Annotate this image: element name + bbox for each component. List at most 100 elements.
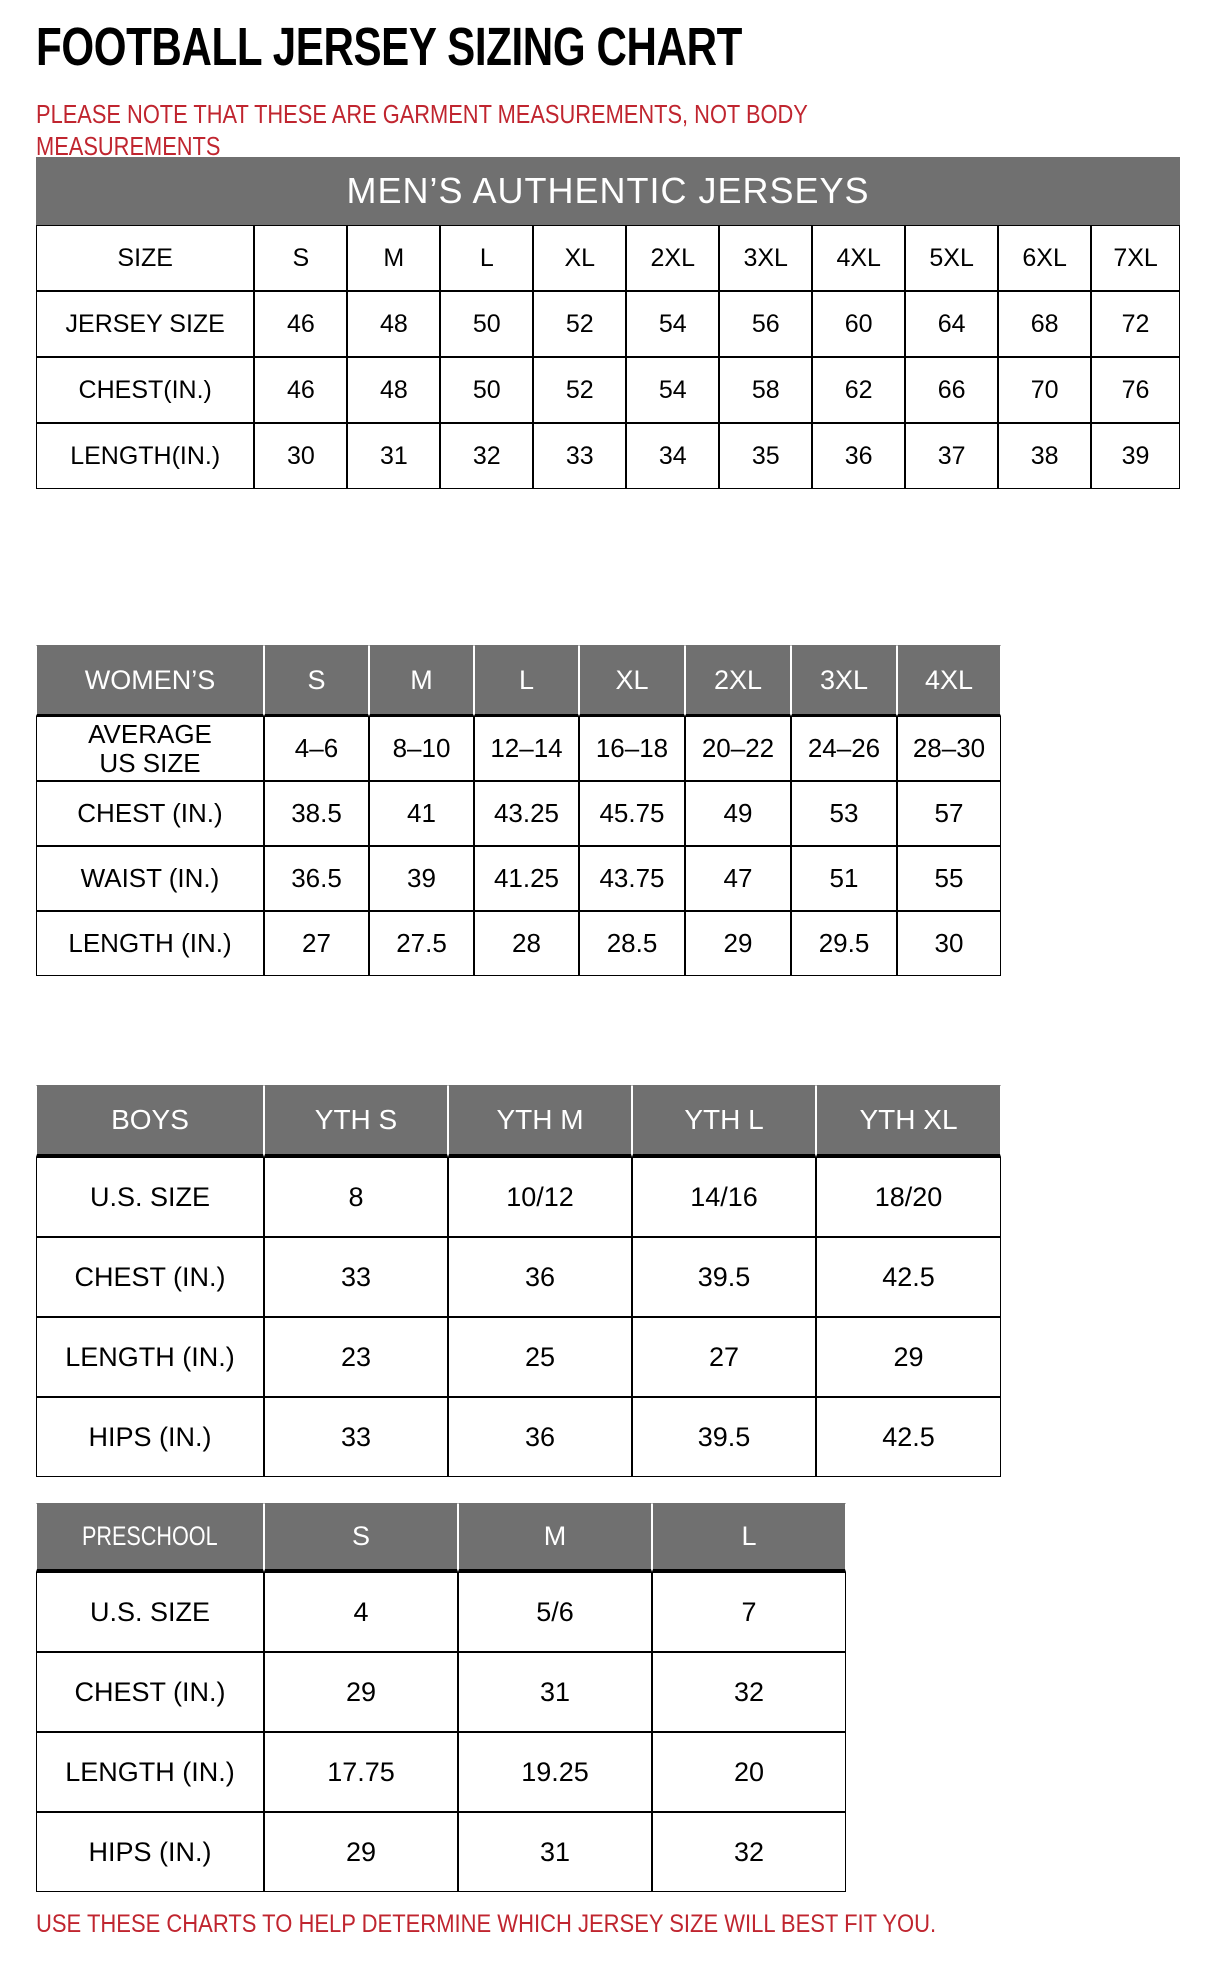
- table-row: CHEST (IN.) 38.5 41 43.25 45.75 49 53 57: [36, 781, 1001, 846]
- table-cell: 43.75: [579, 846, 685, 911]
- mens-col-s: S: [254, 225, 348, 291]
- table-cell: 49: [685, 781, 791, 846]
- table-row: LENGTH (IN.) 17.75 19.25 20: [36, 1732, 846, 1812]
- table-cell: 32: [652, 1652, 846, 1732]
- table-cell: 43.25: [474, 781, 579, 846]
- mens-row-label-jersey-size: JERSEY SIZE: [36, 291, 255, 357]
- table-row: CHEST(IN.) 46 48 50 52 54 58 62 66 70 76: [36, 357, 1180, 423]
- table-row: LENGTH (IN.) 27 27.5 28 28.5 29 29.5 30: [36, 911, 1001, 976]
- table-cell: 46: [254, 357, 348, 423]
- table-cell: 33: [264, 1237, 448, 1317]
- table-cell: 66: [905, 357, 999, 423]
- mens-banner-title: MEN’S AUTHENTIC JERSEYS: [36, 157, 1180, 225]
- table-cell: 35: [719, 423, 813, 489]
- table-cell: 10/12: [448, 1157, 632, 1237]
- table-cell: 29: [264, 1652, 458, 1732]
- mens-col-5xl: 5XL: [905, 225, 999, 291]
- boys-col-yth-l: YTH L: [632, 1085, 816, 1157]
- table-row: U.S. SIZE 8 10/12 14/16 18/20: [36, 1157, 1001, 1237]
- table-cell: 30: [254, 423, 348, 489]
- table-cell: 31: [458, 1652, 652, 1732]
- boys-col-yth-m: YTH M: [448, 1085, 632, 1157]
- table-cell: 38.5: [264, 781, 369, 846]
- table-cell: 41.25: [474, 846, 579, 911]
- table-cell: 30: [897, 911, 1001, 976]
- womens-col-2xl: 2XL: [685, 645, 791, 716]
- table-cell: 32: [440, 423, 534, 489]
- preschool-row-label-length: LENGTH (IN.): [36, 1732, 264, 1812]
- table-cell: 32: [652, 1812, 846, 1892]
- table-cell: 39: [1091, 423, 1180, 489]
- table-cell: 29: [816, 1317, 1001, 1397]
- table-cell: 57: [897, 781, 1001, 846]
- womens-col-xl: XL: [579, 645, 685, 716]
- mens-banner-row: MEN’S AUTHENTIC JERSEYS: [36, 157, 1180, 225]
- table-cell: 36: [812, 423, 906, 489]
- table-cell: 50: [440, 291, 534, 357]
- table-cell: 4–6: [264, 716, 369, 781]
- table-cell: 46: [254, 291, 348, 357]
- table-row: U.S. SIZE 4 5/6 7: [36, 1572, 846, 1652]
- boys-sizing-table: BOYS YTH S YTH M YTH L YTH XL U.S. SIZE …: [36, 1085, 1001, 1477]
- table-cell: 24–26: [791, 716, 897, 781]
- table-cell: 39.5: [632, 1237, 816, 1317]
- mens-col-2xl: 2XL: [626, 225, 720, 291]
- table-cell: 76: [1091, 357, 1180, 423]
- preschool-header-row: PRESCHOOL S M L: [36, 1503, 846, 1572]
- preschool-title-text: PRESCHOOL: [82, 1521, 218, 1551]
- womens-col-3xl: 3XL: [791, 645, 897, 716]
- mens-col-7xl: 7XL: [1091, 225, 1180, 291]
- table-cell: 48: [347, 357, 441, 423]
- table-cell: 8–10: [369, 716, 474, 781]
- table-row: HIPS (IN.) 29 31 32: [36, 1812, 846, 1892]
- boys-header-row: BOYS YTH S YTH M YTH L YTH XL: [36, 1085, 1001, 1157]
- womens-label-line2: US SIZE: [99, 747, 201, 778]
- table-row: CHEST (IN.) 29 31 32: [36, 1652, 846, 1732]
- table-cell: 38: [998, 423, 1092, 489]
- table-row: LENGTH (IN.) 23 25 27 29: [36, 1317, 1001, 1397]
- table-cell: 37: [905, 423, 999, 489]
- table-cell: 45.75: [579, 781, 685, 846]
- preschool-sizing-table: PRESCHOOL S M L U.S. SIZE 4 5/6 7 CHEST …: [36, 1503, 846, 1892]
- womens-col-l: L: [474, 645, 579, 716]
- table-row: LENGTH(IN.) 30 31 32 33 34 35 36 37 38 3…: [36, 423, 1180, 489]
- table-cell: 28.5: [579, 911, 685, 976]
- table-cell: 5/6: [458, 1572, 652, 1652]
- mens-col-l: L: [440, 225, 534, 291]
- preschool-row-label-chest: CHEST (IN.): [36, 1652, 264, 1732]
- table-cell: 31: [458, 1812, 652, 1892]
- table-cell: 42.5: [816, 1397, 1001, 1477]
- table-cell: 60: [812, 291, 906, 357]
- womens-row-label-average-us-size: AVERAGE US SIZE: [36, 716, 264, 781]
- table-cell: 31: [347, 423, 441, 489]
- table-cell: 51: [791, 846, 897, 911]
- womens-table-body: AVERAGE US SIZE 4–6 8–10 12–14 16–18 20–2…: [36, 716, 1001, 976]
- preschool-col-m: M: [458, 1503, 652, 1572]
- table-row: HIPS (IN.) 33 36 39.5 42.5: [36, 1397, 1001, 1477]
- table-row: AVERAGE US SIZE 4–6 8–10 12–14 16–18 20–2…: [36, 716, 1001, 781]
- table-cell: 50: [440, 357, 534, 423]
- table-cell: 17.75: [264, 1732, 458, 1812]
- page-title: FOOTBALL JERSEY SIZING CHART: [36, 17, 742, 77]
- mens-sizing-table: MEN’S AUTHENTIC JERSEYS SIZE S M L XL 2X…: [36, 157, 1180, 489]
- boys-row-label-chest: CHEST (IN.): [36, 1237, 264, 1317]
- preschool-table-body: U.S. SIZE 4 5/6 7 CHEST (IN.) 29 31 32 L…: [36, 1572, 846, 1892]
- womens-header-row: WOMEN’S S M L XL 2XL 3XL 4XL: [36, 645, 1001, 716]
- table-cell: 70: [998, 357, 1092, 423]
- womens-row-label-waist: WAIST (IN.): [36, 846, 264, 911]
- boys-row-label-us-size: U.S. SIZE: [36, 1157, 264, 1237]
- boys-col-yth-xl: YTH XL: [816, 1085, 1001, 1157]
- womens-col-s: S: [264, 645, 369, 716]
- table-cell: 36: [448, 1397, 632, 1477]
- boys-row-label-hips: HIPS (IN.): [36, 1397, 264, 1477]
- table-cell: 27: [632, 1317, 816, 1397]
- mens-table-body: MEN’S AUTHENTIC JERSEYS SIZE S M L XL 2X…: [36, 157, 1180, 489]
- mens-col-6xl: 6XL: [998, 225, 1092, 291]
- mens-size-header: SIZE: [36, 225, 255, 291]
- table-cell: 7: [652, 1572, 846, 1652]
- table-cell: 39.5: [632, 1397, 816, 1477]
- table-row: SIZE S M L XL 2XL 3XL 4XL 5XL 6XL 7XL: [36, 225, 1180, 291]
- mens-row-label-length: LENGTH(IN.): [36, 423, 255, 489]
- table-cell: 72: [1091, 291, 1180, 357]
- table-cell: 8: [264, 1157, 448, 1237]
